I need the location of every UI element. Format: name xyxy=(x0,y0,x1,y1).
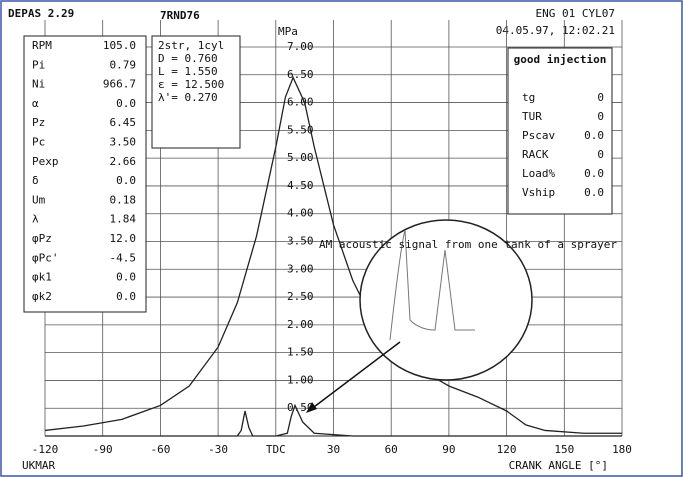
x-label: CRANK ANGLE [°] xyxy=(509,459,608,472)
status-name: Vship xyxy=(522,186,555,199)
param-name: Pi xyxy=(32,58,45,71)
geometry-row: 2str, 1cyl xyxy=(158,39,224,52)
x-tick-label: 90 xyxy=(442,443,455,456)
param-name: φk1 xyxy=(32,271,52,284)
param-name: Um xyxy=(32,193,46,206)
param-name: α xyxy=(32,97,39,110)
y-tick-label: 6.50 xyxy=(287,68,314,81)
x-tick-label: 150 xyxy=(554,443,574,456)
param-name: δ xyxy=(32,174,39,187)
x-tick-label: 60 xyxy=(385,443,398,456)
y-tick-label: 3.50 xyxy=(287,235,314,248)
status-value: 0.0 xyxy=(584,186,604,199)
program: DEPAS 2.29 xyxy=(8,7,74,20)
param-value: 0.0 xyxy=(116,174,136,187)
footer: UKMAR xyxy=(22,459,55,472)
y-tick-label: 5.00 xyxy=(287,151,314,164)
param-value: 105.0 xyxy=(103,39,136,52)
param-value: 3.50 xyxy=(110,136,137,149)
engine: 7RND76 xyxy=(160,9,200,22)
status-title: good injection xyxy=(514,53,607,66)
y-tick-label: 7.00 xyxy=(287,40,314,53)
y-tick-label: 4.00 xyxy=(287,207,314,220)
x-tick-label: -120 xyxy=(32,443,59,456)
y-tick-label: 2.50 xyxy=(287,290,314,303)
param-value: 0.18 xyxy=(110,193,137,206)
geometry-row: λ'= 0.270 xyxy=(158,91,218,104)
x-tick-label: 120 xyxy=(497,443,517,456)
y-label: MPa xyxy=(278,25,298,38)
inset-caption: AM acoustic signal from one tank of a sp… xyxy=(319,238,617,251)
param-value: 1.84 xyxy=(110,213,137,226)
param-value: 12.0 xyxy=(110,232,137,245)
geometry-row: ε = 12.500 xyxy=(158,78,224,91)
param-value: 966.7 xyxy=(103,78,136,91)
x-tick-label: -60 xyxy=(150,443,170,456)
param-name: Pz xyxy=(32,116,45,129)
param-name: RPM xyxy=(32,39,52,52)
status-value: 0 xyxy=(597,91,604,104)
chart: DEPAS 2.29 7RND76 ENG 01 CYL07 04.05.97,… xyxy=(0,0,683,477)
param-value: 6.45 xyxy=(110,116,137,129)
param-value: 0.0 xyxy=(116,97,136,110)
x-tick-label: TDC xyxy=(266,443,286,456)
param-value: 0.79 xyxy=(110,58,137,71)
y-tick-label: 6.00 xyxy=(287,96,314,109)
timestamp: 04.05.97, 12:02.21 xyxy=(496,24,615,37)
y-tick-label: 1.00 xyxy=(287,373,314,386)
x-tick-label: 180 xyxy=(612,443,632,456)
param-name: Ni xyxy=(32,78,45,91)
x-tick-label: -90 xyxy=(93,443,113,456)
y-tick-label: 2.00 xyxy=(287,318,314,331)
param-name: Pexp xyxy=(32,155,59,168)
param-name: φPz xyxy=(32,232,52,245)
status-name: Pscav xyxy=(522,129,555,142)
status-value: 0.0 xyxy=(584,167,604,180)
param-name: φPc' xyxy=(32,251,59,264)
geometry-row: L = 1.550 xyxy=(158,65,218,78)
y-tick-label: 3.00 xyxy=(287,262,314,275)
x-tick-label: 30 xyxy=(327,443,340,456)
geometry-row: D = 0.760 xyxy=(158,52,218,65)
status-name: Load% xyxy=(522,167,555,180)
status-value: 0 xyxy=(597,110,604,123)
status-name: tg xyxy=(522,91,535,104)
x-tick-label: -30 xyxy=(208,443,228,456)
param-value: -4.5 xyxy=(110,251,137,264)
y-tick-label: 1.50 xyxy=(287,346,314,359)
status-value: 0 xyxy=(597,148,604,161)
param-name: Pc xyxy=(32,136,45,149)
status-name: RACK xyxy=(522,148,549,161)
param-name: φk2 xyxy=(32,290,52,303)
y-tick-label: 4.50 xyxy=(287,179,314,192)
param-value: 2.66 xyxy=(110,155,137,168)
param-name: λ xyxy=(32,213,39,226)
param-value: 0.0 xyxy=(116,290,136,303)
param-value: 0.0 xyxy=(116,271,136,284)
status-value: 0.0 xyxy=(584,129,604,142)
status-name: TUR xyxy=(522,110,542,123)
cylinder: ENG 01 CYL07 xyxy=(536,7,615,20)
